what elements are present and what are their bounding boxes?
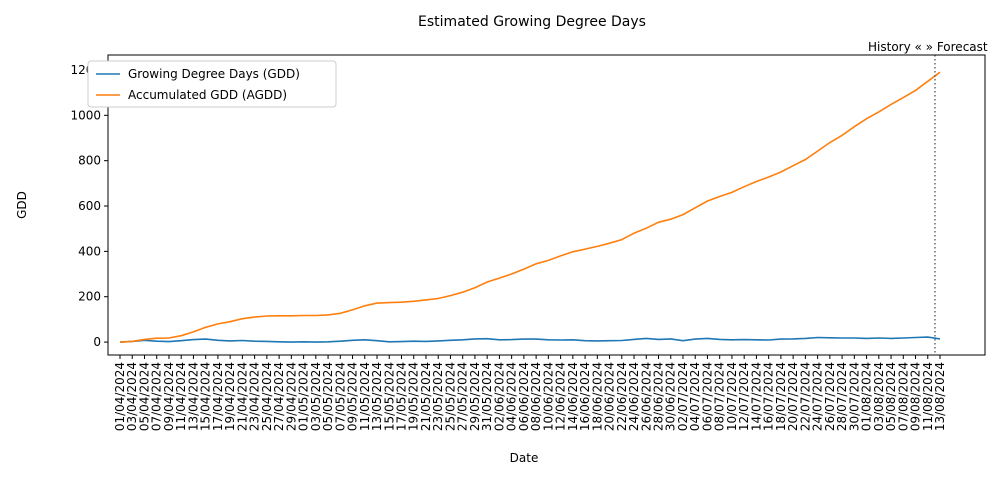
x-tick-label: 26/06/2024 [639,362,653,431]
legend-label: Growing Degree Days (GDD) [128,67,300,81]
x-tick-label: 19/04/2024 [223,362,237,431]
x-tick-label: 01/05/2024 [297,362,311,431]
x-tick-label: 22/07/2024 [798,362,812,431]
x-tick-label: 27/04/2024 [272,362,286,431]
x-tick-label: 28/07/2024 [835,362,849,431]
x-tick-label: 17/04/2024 [211,362,225,431]
x-tick-label: 11/05/2024 [358,362,372,431]
x-tick-label: 20/07/2024 [786,362,800,431]
x-tick-label: 02/07/2024 [676,362,690,431]
y-tick-label: 1000 [70,108,101,122]
plot-frame [107,54,986,356]
x-tick-label: 14/06/2024 [566,362,580,431]
x-tick-label: 07/04/2024 [150,362,164,431]
x-tick-label: 18/07/2024 [774,362,788,431]
x-tick-label: 31/05/2024 [480,362,494,431]
x-tick-label: 22/06/2024 [615,362,629,431]
legend: Growing Degree Days (GDD) Accumulated GDD… [87,60,337,108]
x-tick-label: 07/05/2024 [333,362,347,431]
x-tick-label: 13/05/2024 [370,362,384,431]
x-tick-label: 13/08/2024 [933,362,947,431]
legend-label: Accumulated GDD (AGDD) [128,88,287,102]
x-tick-label: 10/07/2024 [725,362,739,431]
x-tick-label: 21/04/2024 [235,362,249,431]
forecast-annotation: History « » Forecast [868,40,988,54]
x-tick-label: 08/06/2024 [529,362,543,431]
x-tick-label: 11/08/2024 [921,362,935,431]
x-tick-label: 21/05/2024 [419,362,433,431]
x-tick-label: 15/04/2024 [199,362,213,431]
x-tick-label: 01/08/2024 [860,362,874,431]
x-tick-label: 09/05/2024 [346,362,360,431]
x-tick-label: 23/05/2024 [431,362,445,431]
x-tick-label: 26/07/2024 [823,362,837,431]
x-tick-label: 14/07/2024 [749,362,763,431]
x-tick-label: 23/04/2024 [248,362,262,431]
x-tick-label: 30/07/2024 [847,362,861,431]
y-tick-label: 0 [93,335,101,349]
x-axis-label: Date [510,451,539,465]
x-tick-label: 05/08/2024 [884,362,898,431]
x-tick-label: 16/06/2024 [578,362,592,431]
y-axis-label: GDD [15,191,29,219]
series-line [119,71,941,343]
x-tick-label: 16/07/2024 [762,362,776,431]
x-tick-label: 09/08/2024 [909,362,923,431]
x-tick-label: 29/04/2024 [284,362,298,431]
y-tick-label: 200 [78,290,101,304]
x-tick-label: 18/06/2024 [590,362,604,431]
x-tick-label: 24/07/2024 [811,362,825,431]
x-tick-label: 25/04/2024 [260,362,274,431]
x-tick-label: 03/04/2024 [125,362,139,431]
y-tick-label: 800 [78,154,101,168]
x-tick-label: 28/06/2024 [652,362,666,431]
x-tick-label: 27/05/2024 [456,362,470,431]
x-tick-label: 25/05/2024 [443,362,457,431]
x-tick-label: 15/05/2024 [382,362,396,431]
x-tick-label: 12/07/2024 [737,362,751,431]
x-tick-label: 05/05/2024 [321,362,335,431]
x-tick-label: 11/04/2024 [174,362,188,431]
x-tick-label: 03/05/2024 [309,362,323,431]
x-tick-label: 10/06/2024 [541,362,555,431]
x-tick-label: 05/04/2024 [137,362,151,431]
x-tick-label: 08/07/2024 [713,362,727,431]
x-tick-label: 02/06/2024 [492,362,506,431]
x-tick-label: 04/07/2024 [688,362,702,431]
x-tick-label: 29/05/2024 [468,362,482,431]
x-tick-label: 09/04/2024 [162,362,176,431]
x-tick-label: 19/05/2024 [407,362,421,431]
x-tick-label: 13/04/2024 [186,362,200,431]
x-tick-label: 03/08/2024 [872,362,886,431]
x-tick-label: 30/06/2024 [664,362,678,431]
x-tick-label: 12/06/2024 [554,362,568,431]
x-tick-label: 17/05/2024 [394,362,408,431]
x-tick-label: 01/04/2024 [113,362,127,431]
x-tick-label: 04/06/2024 [505,362,519,431]
x-tick-label: 24/06/2024 [627,362,641,431]
y-tick-label: 400 [78,244,101,258]
x-tick-label: 06/06/2024 [517,362,531,431]
x-tick-label: 07/08/2024 [896,362,910,431]
legend-box [87,60,337,108]
chart-title: Estimated Growing Degree Days [418,14,646,30]
y-tick-label: 600 [78,199,101,213]
x-tick-label: 06/07/2024 [700,362,714,431]
series-line [119,336,941,343]
x-tick-label: 20/06/2024 [603,362,617,431]
